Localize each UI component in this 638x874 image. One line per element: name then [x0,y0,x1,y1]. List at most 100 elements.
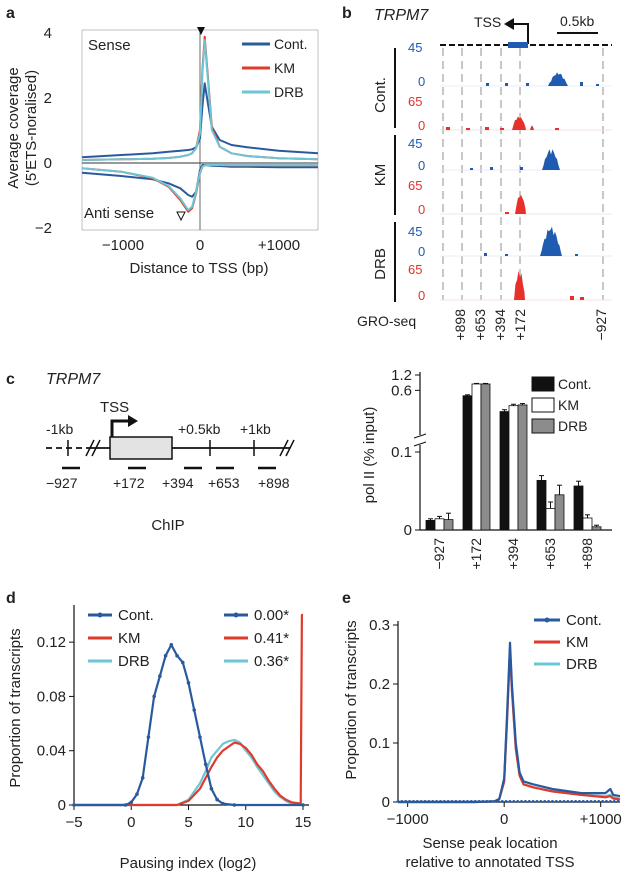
panel-e-xlabel-line1: Sense peak location [422,835,557,852]
panel-c-chip-label: ChIP [151,517,184,534]
panel-b-gene: TRPM7 [374,7,429,24]
panel-a-xtick: +1000 [258,237,300,254]
data-point-cont [198,735,202,739]
panel-d-legend: Cont. KM DRB 0.00* 0.41* 0.36* [88,607,289,670]
data-point-cont [493,800,496,803]
panel-e-plot: 00.10.20.3−1000 0 +1000 [369,617,622,828]
x-tick-label: −1000 [387,811,429,828]
x-tick-label: 15 [295,814,312,831]
data-point-cont [469,800,473,803]
panel-e: e 00.10.20.3−1000 0 +1000 Proportion of tr… [342,590,622,871]
data-point-cont [554,800,558,803]
panel-e-xlabel-line2: relative to annotated TSS [406,854,575,871]
blue-signal-peak [542,149,560,170]
axis-break-mark [413,433,427,439]
x-tick-label: +1000 [580,811,622,828]
legend-label-km: KM [566,634,589,651]
amplicon-label: +653 [208,475,240,491]
red-signal-peak [514,270,525,300]
panel-a-sense-label: Sense [88,37,131,54]
y-tick-label: 0.3 [369,617,390,634]
data-point-cont [516,800,520,803]
data-point-cont [301,803,305,807]
data-point-cont [543,800,547,803]
data-point-cont [192,708,197,712]
panel-b-track-label: GRO-seq [357,313,416,329]
blue-signal-bar [575,254,578,256]
y-tick-label: 0.12 [37,634,66,651]
data-point-cont [512,800,516,803]
panel-c-tss-label: TSS [100,399,129,416]
sense-peak-marker-icon [197,27,205,35]
bar-drb-2 [517,404,528,531]
position-label: +653 [472,309,488,341]
panel-a: a 4 2 0 −2 −1000 0 +1000 Distance to TSS… [5,5,319,277]
red-signal-bar [485,127,489,130]
position-label: +394 [492,309,508,341]
panel-c-bar-chart: 0 0.1 0.61.2 −927 +172 +394 +653 +898 [391,367,617,570]
distribution-line-km [74,613,303,807]
bar-cont-1 [462,395,473,531]
data-point-cont [209,786,214,791]
amplicon-label: −927 [46,475,78,491]
data-point-cont [146,735,151,739]
panel-a-plot [81,27,319,231]
red-signal-bar [580,297,584,300]
data-point-cont [427,800,431,803]
bar-cont-2 [499,411,510,531]
legend-label-cont: Cont. [558,376,591,392]
legend-label-cont: Cont. [566,612,602,629]
data-point-cont [558,800,562,803]
bar-drb-3 [554,494,565,531]
data-point-cont [578,800,581,803]
data-point-cont [152,694,156,699]
data-point-cont [531,800,535,803]
data-point-cont [616,800,620,803]
data-point-cont [481,800,485,803]
red-signal-peak [512,116,526,130]
panel-a-xlabel: Distance to TSS (bp) [130,260,269,277]
blue-signal-peak [548,72,568,86]
data-point-cont [408,800,411,803]
blue-signal-bar [520,167,523,170]
blue-signal-bar [490,167,493,170]
legend-marker-cont [544,617,550,623]
category-label: +172 [468,538,484,570]
tss-arrowhead-icon [128,415,138,427]
legend-marker-cont [97,612,103,618]
data-point-cont [404,800,408,803]
legend-label-drb: DRB [566,656,598,673]
data-point-cont [562,800,566,803]
panel-b-group-label: DRB [372,248,389,280]
data-point-cont [458,800,462,803]
panel-a-ylabel-line1: Average coverage [5,67,22,188]
data-point-cont [158,674,162,678]
data-point-cont [612,800,616,803]
bar-cont-0 [425,520,436,531]
legend-label-km: KM [274,60,295,76]
panel-d-plot: 00.040.080.12−5 0 5 10 15 [37,605,312,831]
data-point-cont [203,762,208,767]
map-label: +0.5kb [178,421,221,437]
legend-marker-cont [233,612,239,618]
data-point-cont [539,800,543,803]
legend-swatch-drb [531,418,555,434]
data-point-cont [527,800,531,803]
coverage-line-drb-sense [81,39,319,161]
y-tick-label: 0.6 [391,382,412,399]
red-signal-bar [505,212,509,214]
data-point-cont [439,800,442,803]
map-break [279,439,289,457]
data-point-cont [504,800,508,803]
data-point-cont [129,800,134,805]
data-point-cont [123,803,128,807]
panel-b-tss-label: TSS [474,14,501,30]
legend-label-km: KM [558,397,579,413]
data-point-cont [180,660,185,665]
data-point-cont [593,800,597,803]
x-tick-label: 5 [184,814,192,831]
data-point-cont [215,797,219,802]
panel-d-xlabel: Pausing index (log2) [120,855,257,872]
map-break [285,439,295,457]
data-point-cont [597,800,601,803]
